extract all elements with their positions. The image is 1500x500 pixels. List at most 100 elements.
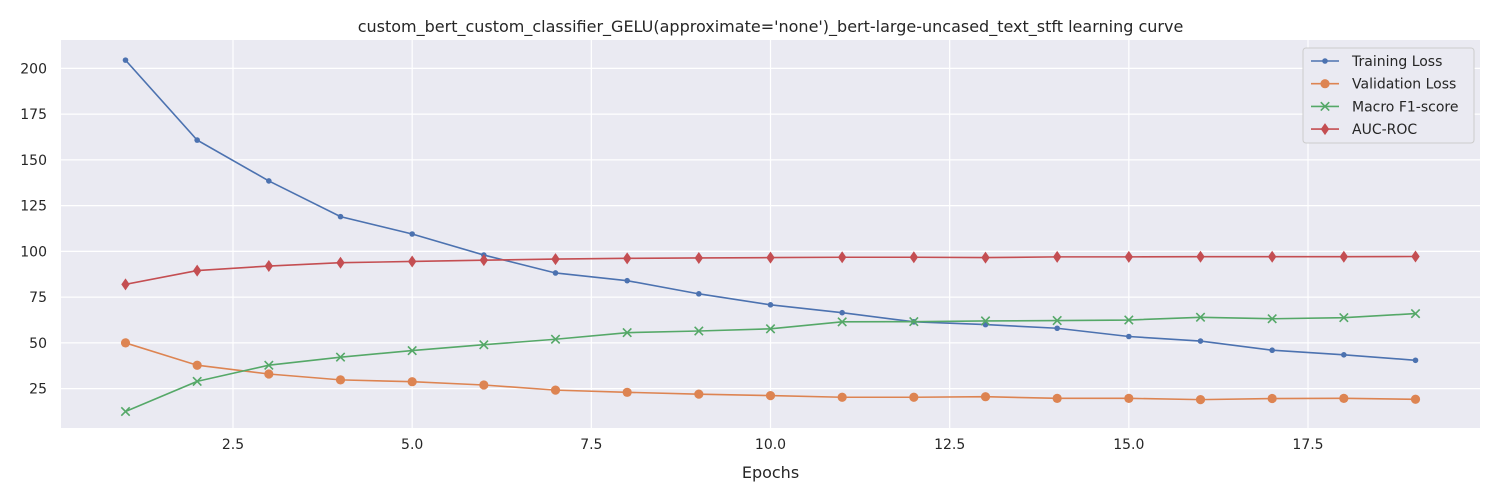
data-point [980, 316, 991, 326]
data-point [550, 385, 561, 395]
legend-marker [1320, 123, 1330, 136]
data-point [1410, 308, 1421, 319]
series-1 [120, 338, 1421, 405]
y-tick-label: 25 [29, 382, 47, 398]
data-point [1124, 393, 1134, 403]
data-point [121, 278, 130, 291]
data-point [622, 327, 632, 338]
legend-marker [1320, 79, 1330, 89]
legend-label: AUC-ROC [1352, 122, 1417, 138]
legend-item: Macro F1-score [1311, 99, 1458, 115]
data-point [1195, 312, 1206, 323]
data-point [694, 389, 704, 399]
series-2 [120, 308, 1421, 417]
data-point [479, 339, 489, 350]
data-point [479, 254, 489, 267]
data-point [550, 334, 561, 345]
legend-marker [1322, 58, 1328, 64]
data-point [1196, 250, 1205, 263]
data-point [980, 392, 991, 402]
data-point [407, 345, 417, 356]
data-point [266, 178, 272, 184]
x-tick-label: 10.0 [755, 437, 786, 453]
data-point [1411, 250, 1420, 263]
data-point [909, 392, 919, 402]
y-tick-label: 75 [29, 290, 47, 306]
data-point [1339, 393, 1349, 403]
data-point [694, 251, 704, 264]
x-tick-label: 17.5 [1292, 437, 1323, 453]
data-point [264, 260, 274, 273]
data-point [1339, 250, 1349, 263]
data-point [1269, 347, 1275, 354]
data-point [407, 255, 417, 268]
data-point [264, 369, 274, 379]
x-axis-label: Epochs [742, 463, 799, 482]
data-point [1052, 315, 1062, 326]
data-point [696, 291, 702, 297]
data-point [1339, 312, 1349, 323]
y-tick-label: 150 [20, 153, 47, 169]
y-tick-label: 200 [20, 61, 47, 77]
series-3 [121, 250, 1420, 291]
legend-item: AUC-ROC [1311, 122, 1417, 138]
data-point [192, 264, 202, 277]
data-point [1267, 313, 1277, 324]
y-tick-label: 50 [29, 336, 47, 352]
data-point [552, 270, 559, 276]
data-point [766, 251, 775, 264]
y-tick-label: 125 [20, 199, 47, 215]
data-point [1267, 393, 1277, 404]
data-point [622, 387, 632, 397]
legend: Training Loss Validation Loss Macro F1-sco… [1302, 47, 1475, 144]
data-point [1124, 315, 1134, 325]
y-tick-labels: 25 50 75 100 125 150 175 200 [20, 61, 47, 397]
y-tick-label: 100 [20, 244, 47, 260]
data-point [120, 406, 131, 417]
data-point [1126, 333, 1132, 340]
y-tick-label: 175 [20, 107, 47, 123]
data-point [335, 352, 346, 362]
data-point [837, 251, 847, 264]
chart-title: custom_bert_custom_classifier_GELU(appro… [358, 17, 1184, 37]
data-point [336, 256, 345, 269]
x-tick-label: 7.5 [580, 437, 602, 453]
x-tick-label: 5.0 [401, 437, 423, 453]
series-layer [120, 57, 1421, 417]
data-point [337, 213, 344, 220]
legend-label: Validation Loss [1352, 77, 1456, 93]
data-point [1410, 394, 1421, 404]
data-point [122, 57, 129, 63]
data-point [551, 253, 560, 266]
data-point [909, 316, 919, 327]
legend-item: Validation Loss [1311, 77, 1456, 93]
data-point [837, 317, 847, 327]
x-tick-labels: 2.5 5.0 7.5 10.0 12.5 15.0 17.5 [222, 437, 1324, 453]
data-point [1195, 395, 1206, 405]
data-point [909, 251, 919, 264]
data-point [1197, 338, 1204, 344]
data-point [335, 375, 346, 385]
legend-item: Training Loss [1311, 54, 1442, 70]
data-point [694, 326, 704, 336]
data-point [192, 376, 202, 387]
x-tick-label: 2.5 [222, 437, 244, 453]
legend-label: Training Loss [1351, 54, 1442, 70]
data-point [120, 338, 131, 348]
legend-marker [1320, 101, 1330, 112]
data-point [624, 277, 630, 284]
data-point [622, 252, 632, 265]
data-point [839, 309, 845, 316]
x-tick-label: 12.5 [934, 437, 965, 453]
data-point [1412, 357, 1419, 364]
grid-lines [61, 40, 1480, 428]
data-point [1267, 250, 1277, 263]
data-point [765, 324, 776, 334]
data-point [1124, 250, 1134, 263]
data-point [407, 377, 417, 387]
data-point [479, 380, 489, 390]
data-point [1052, 393, 1062, 403]
data-point [767, 302, 774, 308]
data-point [194, 137, 200, 143]
legend-box [1302, 47, 1475, 144]
